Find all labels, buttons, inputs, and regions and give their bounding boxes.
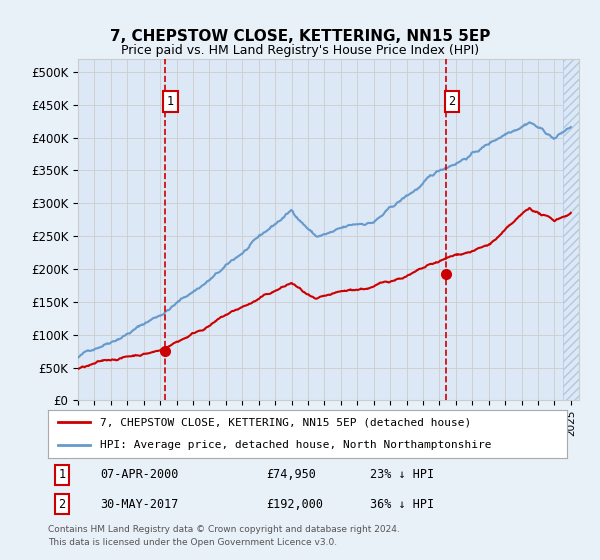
Text: £74,950: £74,950 [266, 468, 316, 482]
Text: 36% ↓ HPI: 36% ↓ HPI [370, 498, 434, 511]
Text: 1: 1 [58, 468, 65, 482]
Text: Contains HM Land Registry data © Crown copyright and database right 2024.: Contains HM Land Registry data © Crown c… [48, 525, 400, 534]
Text: 30-MAY-2017: 30-MAY-2017 [100, 498, 178, 511]
Text: 7, CHEPSTOW CLOSE, KETTERING, NN15 5EP (detached house): 7, CHEPSTOW CLOSE, KETTERING, NN15 5EP (… [100, 417, 471, 427]
Text: 1: 1 [167, 95, 174, 108]
Text: This data is licensed under the Open Government Licence v3.0.: This data is licensed under the Open Gov… [48, 538, 337, 547]
Text: 07-APR-2000: 07-APR-2000 [100, 468, 178, 482]
Text: 7, CHEPSTOW CLOSE, KETTERING, NN15 5EP: 7, CHEPSTOW CLOSE, KETTERING, NN15 5EP [110, 29, 490, 44]
Text: HPI: Average price, detached house, North Northamptonshire: HPI: Average price, detached house, Nort… [100, 440, 491, 450]
Text: Price paid vs. HM Land Registry's House Price Index (HPI): Price paid vs. HM Land Registry's House … [121, 44, 479, 57]
Text: 2: 2 [449, 95, 456, 108]
Text: £192,000: £192,000 [266, 498, 323, 511]
Text: 2: 2 [58, 498, 65, 511]
Text: 23% ↓ HPI: 23% ↓ HPI [370, 468, 434, 482]
